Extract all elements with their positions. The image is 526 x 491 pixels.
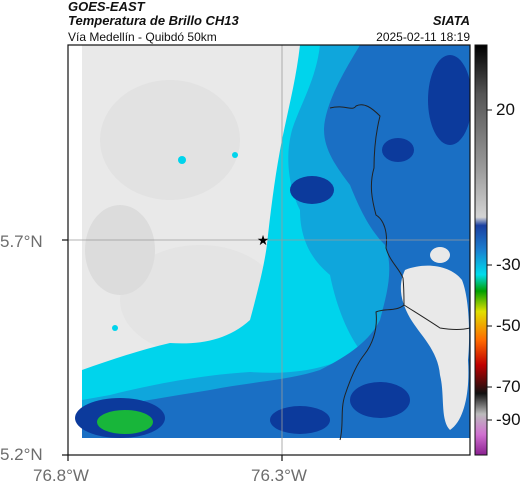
brightness-temperature-field — [68, 45, 470, 455]
lat-label-5.2: 5.2°N — [0, 445, 43, 464]
lon-label-76.3: 76.3°W — [251, 466, 307, 485]
product-title: Temperatura de Brillo CH13 — [68, 13, 239, 28]
satellite-title: GOES-EAST — [68, 0, 145, 14]
colorbar-label: -70 — [496, 377, 521, 396]
location-star-icon: ★ — [257, 233, 270, 249]
colorbar-label: -30 — [496, 255, 521, 274]
colorbar-label: -50 — [496, 316, 521, 335]
agency-label: SIATA — [432, 13, 470, 28]
cold-core-center — [290, 176, 334, 204]
coldest-green-spot — [97, 410, 153, 434]
colorbar-label: -90 — [496, 410, 521, 429]
colorbar — [474, 44, 488, 456]
clear-patch-east — [400, 265, 470, 430]
map-frame — [67, 44, 471, 456]
colorbar-label: 20 — [496, 100, 515, 119]
department-border-east — [403, 304, 470, 330]
timestamp-label: 2025-02-11 18:19 — [376, 30, 470, 44]
region-subtitle: Vía Medellín - Quibdó 50km — [68, 30, 217, 44]
lat-label-5.7: 5.7°N — [0, 232, 43, 251]
lon-label-76.8: 76.8°W — [33, 466, 89, 485]
department-border — [329, 104, 405, 441]
cold-core-north — [428, 55, 470, 145]
